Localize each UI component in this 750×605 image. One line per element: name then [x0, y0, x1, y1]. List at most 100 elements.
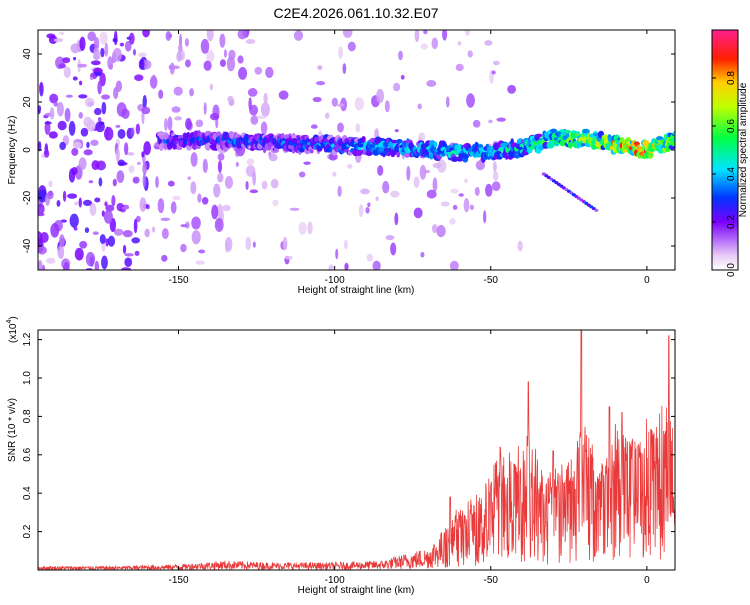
- spectrogram-cell: [53, 38, 64, 43]
- spectrogram-cell: [449, 218, 456, 225]
- spectrogram-cell: [122, 230, 133, 238]
- spectrogram-cell: [136, 161, 141, 165]
- spectrogram-cell: [78, 80, 83, 86]
- spectrogram-cell: [270, 178, 279, 189]
- spectrogram-cell: [228, 49, 236, 60]
- spectrogram-cell: [261, 180, 268, 190]
- spectrogram-cell: [224, 237, 233, 252]
- spectrogram-cell: [112, 47, 122, 62]
- spectrogram-cell: [73, 226, 78, 231]
- spectrogram-cell: [303, 161, 311, 165]
- spectrogram-cell: [95, 121, 105, 133]
- spectrogram-cell: [174, 116, 182, 121]
- spectrogram-cell: [38, 203, 45, 215]
- spectrogram-cell: [142, 173, 146, 188]
- spectrogram-cell: [248, 97, 252, 111]
- spectrogram-cell: [191, 230, 201, 245]
- spectrogram-cell: [88, 180, 94, 184]
- spectrogram-cell: [202, 158, 208, 173]
- spectrogram-cell: [89, 76, 94, 81]
- spectrogram-cell: [347, 41, 356, 52]
- spectrogram-cells: [38, 30, 675, 270]
- spectrogram-cell: [413, 207, 423, 219]
- colorbar-gradient: [712, 30, 738, 270]
- spectrogram-cell: [475, 160, 486, 171]
- spectrogram-cell: [203, 60, 212, 71]
- colorbar-tick-label: 0.8: [726, 71, 737, 85]
- spectrogram-cell: [484, 40, 493, 46]
- spectrogram-cell: [44, 121, 52, 125]
- spectrogram-cell: [404, 152, 411, 158]
- spectrogram-cell: [169, 62, 175, 75]
- spectrogram-x-ticks: -150 -100 -50 0: [169, 30, 650, 286]
- spectrogram-cell: [317, 65, 323, 70]
- spectrogram-cell: [201, 196, 209, 205]
- spectrogram-cell: [124, 253, 134, 257]
- spectrogram-cell: [38, 246, 47, 255]
- spectrogram-cell: [38, 141, 42, 152]
- spectrogram-cell: [361, 136, 366, 143]
- spectrogram-cell: [53, 101, 59, 107]
- spectrogram-cell: [328, 264, 334, 270]
- spectrogram-cell: [101, 94, 110, 100]
- spectrogram-cell: [355, 149, 363, 156]
- spectrogram-cell: [144, 228, 150, 238]
- x-tick-label: -150: [169, 575, 189, 586]
- spectrogram-cell: [396, 139, 403, 144]
- spectrogram-cell: [217, 172, 224, 183]
- spectrogram-cell: [170, 201, 177, 214]
- spectrogram-cell: [429, 154, 434, 160]
- spectrogram-cell: [195, 119, 204, 128]
- spectrogram-cell: [115, 80, 123, 92]
- spectrogram-cell: [260, 102, 271, 117]
- spectrogram-cell: [360, 188, 370, 195]
- colorbar-label: Normalized spectral amplitude: [738, 82, 749, 217]
- spectrogram-cell: [491, 70, 496, 75]
- spectrogram-cell: [217, 160, 223, 173]
- spectrogram-cell: [440, 201, 450, 207]
- spectrogram-cell: [128, 32, 135, 45]
- spectrogram-cell: [245, 236, 252, 251]
- spectrogram-cell: [252, 241, 256, 248]
- spectrogram-cell: [59, 234, 65, 248]
- x-tick-label: -150: [169, 275, 189, 286]
- spectrogram-cell: [492, 161, 497, 173]
- spectrogram-cell: [211, 204, 219, 220]
- spectrogram-cell: [384, 100, 390, 113]
- spectrogram-cell: [226, 56, 236, 72]
- y-tick-label: 40: [22, 48, 33, 60]
- spectrogram-cell: [141, 151, 145, 158]
- spectrogram-cell: [507, 84, 516, 94]
- spectrogram-cell: [46, 33, 56, 39]
- spectrogram-cell: [171, 106, 181, 113]
- spectrogram-cell: [99, 234, 106, 245]
- spectrogram-cell: [123, 142, 129, 156]
- spectrogram-cell: [263, 92, 268, 104]
- spectrogram-cell: [565, 132, 570, 139]
- spectrogram-cell: [99, 31, 108, 45]
- spectrogram-cell: [70, 43, 81, 54]
- spectrogram-cell: [184, 59, 191, 68]
- spectrogram-cell: [390, 190, 400, 198]
- spectrogram-cell: [78, 197, 82, 208]
- spectrogram-cell: [97, 80, 102, 95]
- spectrogram-cell: [83, 149, 93, 156]
- spectrogram-cell: [338, 46, 343, 59]
- spectrogram-cell: [45, 257, 56, 264]
- spectrogram-cell: [414, 30, 420, 43]
- spectrogram-cell: [390, 242, 397, 256]
- spectrogram-cell: [116, 170, 125, 184]
- spectrogram-cell: [672, 137, 675, 142]
- spectrogram-cell: [135, 215, 141, 223]
- spectrogram-cell: [265, 66, 274, 78]
- spectrogram-cell: [309, 149, 314, 154]
- spectrogram-cell: [257, 115, 267, 119]
- spectrogram-cell: [135, 123, 141, 135]
- spectrogram-cell: [284, 255, 293, 260]
- spectrogram-cell: [142, 161, 148, 176]
- x-tick-label: 0: [644, 575, 650, 586]
- spectrogram-cell: [111, 195, 116, 207]
- spectrogram-cell: [474, 186, 480, 197]
- spectrogram-cell: [457, 41, 462, 46]
- spectrogram-cell: [249, 189, 259, 194]
